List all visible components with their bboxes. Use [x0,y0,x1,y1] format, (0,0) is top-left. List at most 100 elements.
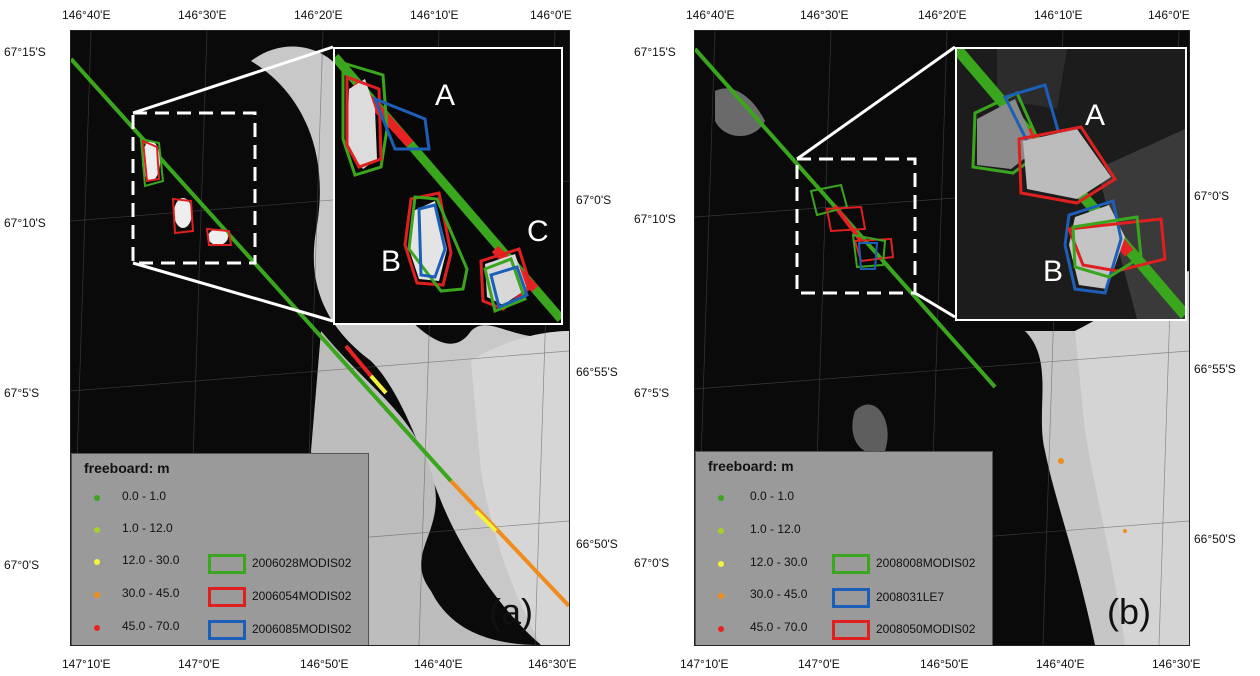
legend-class-label: 45.0 - 70.0 [122,619,180,633]
icesat-track-orange [449,479,569,608]
lat-label-left: 67°15'S [4,45,46,59]
lon-label-top: 146°0'E [1148,8,1190,22]
lat-label-right: 66°55'S [576,365,618,379]
zoom-box-a [131,111,257,265]
lat-label-left: 67°10'S [634,212,676,226]
inset-graphics-b [957,49,1185,319]
outline-swatch [832,554,870,574]
lon-label-top: 146°20'E [918,8,967,22]
lon-label-top: 146°30'E [800,8,849,22]
legend-swatch [94,625,100,631]
lat-label-right: 66°50'S [576,537,618,551]
map-graphics-b [695,31,1189,645]
legend-swatch [718,561,724,567]
legend-swatch [718,593,724,599]
lon-label-bottom: 146°40'E [414,657,463,671]
lon-label-top: 146°20'E [294,8,343,22]
track-yellow-segment [474,509,498,533]
legend-swatch [94,559,100,565]
lon-label-bottom: 147°10'E [680,657,729,671]
lon-label-bottom: 147°10'E [62,657,111,671]
legend-title: freeboard: m [84,460,170,476]
lon-label-bottom: 146°30'E [528,657,577,671]
zoom-connector [132,45,334,115]
lat-label-left: 67°10'S [4,216,46,230]
lon-label-top: 146°30'E [178,8,227,22]
lat-label-right: 67°0'S [576,193,612,207]
outline-swatch [832,620,870,640]
fast-ice [1075,271,1189,645]
icesat-track [71,57,453,483]
lon-label-top: 146°0'E [530,8,572,22]
orange-point [1123,529,1127,533]
lat-label-left: 67°0'S [4,558,40,572]
outline-swatch [208,587,246,607]
outline-swatch [832,588,870,608]
iceberg-group-b [809,183,895,270]
satellite-image-b: A B freeboard: m 0.0 - 1.0 1.0 - 12.0 12… [694,30,1190,646]
inset-label-A: A [435,79,456,112]
lon-label-top: 146°10'E [410,8,459,22]
legend-class-label: 30.0 - 45.0 [750,587,808,601]
map-panel-b: 146°40'E 146°30'E 146°20'E 146°10'E 146°… [630,0,1260,676]
orange-point [1058,458,1064,464]
legend-class-label: 0.0 - 1.0 [750,489,795,503]
legend-swatch [718,495,724,501]
lon-label-bottom: 146°50'E [300,657,349,671]
outline-label: 2008031LE7 [876,590,945,604]
legend-class-label: 0.0 - 1.0 [122,489,167,503]
ice-floe [715,88,765,136]
inset-label-A: A [1085,99,1106,132]
lon-label-top: 146°40'E [686,8,735,22]
lat-label-left: 67°15'S [634,45,676,59]
legend-class-label: 12.0 - 30.0 [122,553,180,567]
inset-map-b: A B [955,47,1187,321]
lat-label-right: 66°55'S [1194,362,1236,376]
track-red-segment [344,344,373,378]
lat-label-left: 67°5'S [634,386,670,400]
legend-title: freeboard: m [708,458,794,474]
inset-label-C: C [527,215,549,248]
track-yellow-segment [369,374,388,395]
lat-label-left: 67°5'S [4,386,40,400]
legend-class-label: 45.0 - 70.0 [750,620,808,634]
ice-floe [852,404,888,454]
legend-swatch [94,592,100,598]
outline-label: 2008050MODIS02 [876,622,976,636]
zoom-connector [132,261,334,323]
lon-label-top: 146°10'E [1034,8,1083,22]
inset-map-a: A B C [333,47,563,325]
legend-swatch [718,626,724,632]
legend-class-label: 1.0 - 12.0 [122,521,173,535]
lat-label-right: 67°0'S [1194,189,1230,203]
legend-swatch [94,527,100,533]
inset-graphics-a [335,49,561,323]
outline-swatch [208,620,246,640]
panel-label-a: (a) [489,591,533,632]
legend-swatch [718,528,724,534]
lat-label-left: 67°0'S [634,556,670,570]
zoom-connector [796,45,956,161]
panel-label-b: (b) [1107,591,1151,632]
legend-b: freeboard: m 0.0 - 1.0 1.0 - 12.0 12.0 -… [695,451,993,645]
lon-label-bottom: 147°0'E [798,657,840,671]
inset-label-B: B [1043,255,1064,288]
lon-label-top: 146°40'E [62,8,111,22]
outline-label: 2006054MODIS02 [252,589,352,603]
lon-label-bottom: 147°0'E [178,657,220,671]
lon-label-bottom: 146°50'E [920,657,969,671]
zoom-connector [914,291,956,319]
lat-label-right: 66°50'S [1194,532,1236,546]
legend-class-label: 1.0 - 12.0 [750,522,801,536]
fast-ice [471,331,569,645]
legend-swatch [94,495,100,501]
outline-swatch [208,554,246,574]
satellite-image-a: A B C freeboard: m 0.0 - 1.0 1.0 - 12.0 … [70,30,570,646]
lon-label-bottom: 146°40'E [1036,657,1085,671]
iceberg-group-a [139,137,233,246]
lon-label-bottom: 146°30'E [1152,657,1201,671]
legend-class-label: 12.0 - 30.0 [750,555,808,569]
zoom-box-b [795,157,917,295]
outline-label: 2006028MODIS02 [252,556,352,570]
outline-label: 2006085MODIS02 [252,622,352,636]
